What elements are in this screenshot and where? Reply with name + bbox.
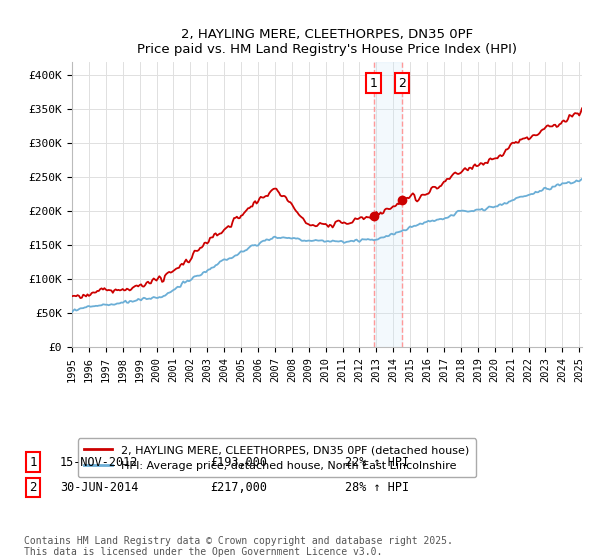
- Text: 22% ↑ HPI: 22% ↑ HPI: [345, 455, 409, 469]
- Legend: 2, HAYLING MERE, CLEETHORPES, DN35 0PF (detached house), HPI: Average price, det: 2, HAYLING MERE, CLEETHORPES, DN35 0PF (…: [77, 438, 476, 477]
- Text: 2: 2: [29, 480, 37, 494]
- Text: 30-JUN-2014: 30-JUN-2014: [60, 480, 139, 494]
- Text: Contains HM Land Registry data © Crown copyright and database right 2025.
This d: Contains HM Land Registry data © Crown c…: [24, 535, 453, 557]
- Text: 2: 2: [398, 77, 406, 90]
- Text: £217,000: £217,000: [210, 480, 267, 494]
- Bar: [374, 62, 401, 347]
- Text: 28% ↑ HPI: 28% ↑ HPI: [345, 480, 409, 494]
- Text: 15-NOV-2012: 15-NOV-2012: [60, 455, 139, 469]
- Title: 2, HAYLING MERE, CLEETHORPES, DN35 0PF
Price paid vs. HM Land Registry's House P: 2, HAYLING MERE, CLEETHORPES, DN35 0PF P…: [137, 28, 517, 56]
- Text: 1: 1: [29, 455, 37, 469]
- Text: £193,000: £193,000: [210, 455, 267, 469]
- Text: 1: 1: [370, 77, 377, 90]
